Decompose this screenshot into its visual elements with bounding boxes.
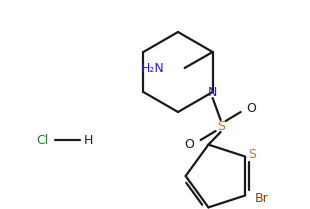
Text: S: S: [217, 120, 225, 133]
Text: Br: Br: [255, 192, 268, 205]
Text: Cl: Cl: [36, 134, 48, 147]
Text: O: O: [247, 102, 257, 115]
Text: H: H: [83, 134, 93, 147]
Text: O: O: [185, 138, 195, 150]
Text: S: S: [248, 148, 256, 161]
Text: N: N: [208, 85, 217, 98]
Text: H₂N: H₂N: [141, 61, 165, 74]
